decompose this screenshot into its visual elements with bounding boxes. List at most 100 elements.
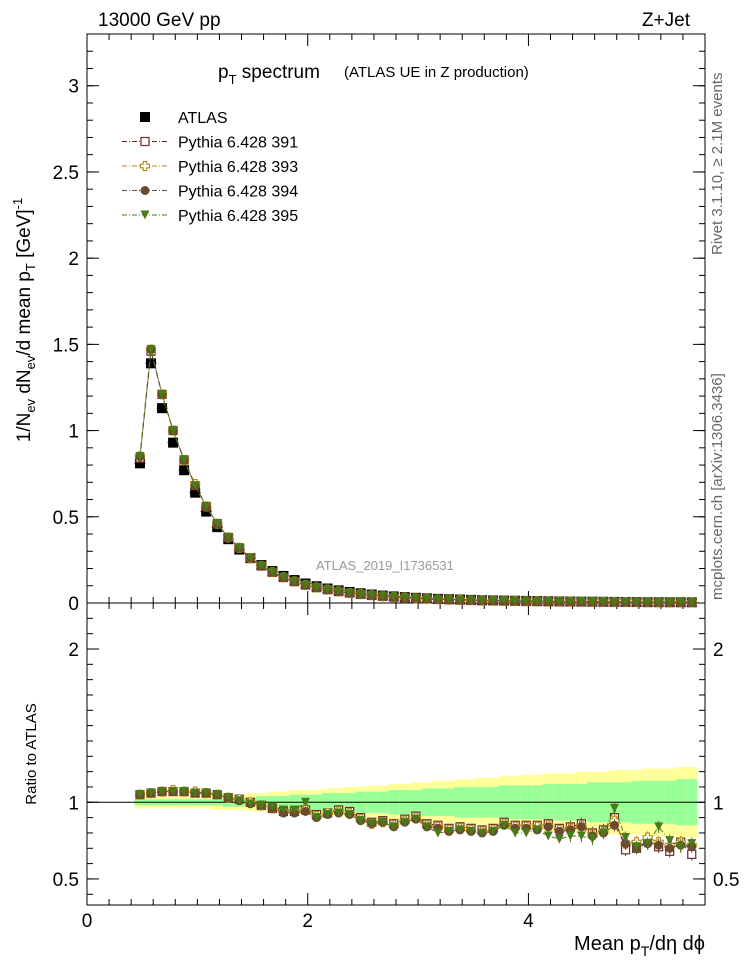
ratio-series-group [134,784,697,861]
data-point [532,596,542,606]
ratio-point [234,796,244,806]
data-point [190,481,200,491]
data-point [201,506,212,517]
ratio-point [422,822,432,832]
data-point [433,594,443,604]
title-paren: (ATLAS UE in Z production) [344,64,529,81]
main-axis-ticks: 0 0.5 1 1.5 2 2.5 3 [53,33,706,615]
ratio-point [245,799,255,809]
ratio-frame [86,602,706,906]
svg-text:Mean pT/dη dϕ: Mean pT/dη dϕ [574,933,705,959]
data-point [179,455,189,465]
analysis-watermark: ATLAS_2019_I1736531 [316,558,454,573]
ratio-point [289,805,299,815]
ratio-y-tick-label-right: 0.5 [713,870,739,891]
ratio-point [576,822,586,832]
data-point [334,587,344,597]
ratio-point [267,802,277,812]
ratio-point [665,836,675,846]
data-point [632,597,642,607]
ratio-point [543,831,553,841]
main-series-group [134,344,698,608]
ratio-point [411,814,421,824]
legend-marker [140,112,150,122]
data-point [146,358,157,369]
data-point [356,589,366,599]
legend-label: Pythia 6.428 393 [178,159,298,176]
title-rest: spectrum [237,62,320,83]
ratio-point [676,842,686,852]
legend-marker [140,186,150,195]
y-tick-label: 1.5 [53,335,79,356]
data-point [278,572,288,582]
data-point [289,577,299,587]
ratio-axis-ticks: 0 2 4 0.5 0.5 1 1 2 2 [53,603,739,932]
ratio-point [477,828,487,838]
y-tick-label: 1 [68,422,79,443]
ratio-point [610,820,620,830]
x-tick-label: 4 [523,911,534,932]
data-point [245,553,255,563]
ratio-y-tick-label: 1 [68,793,79,814]
ratio-point [323,810,333,820]
legend-marker [139,160,151,172]
data-point [587,597,597,607]
ratio-point [278,805,288,815]
x-tick-label: 0 [82,911,93,932]
ratio-point [455,825,465,835]
ylabel-main: 1/Nev dNev/d mean pT [GeV]-1 [10,198,38,443]
svg-text:1/Nev dNev/d mean pT [GeV]-1: 1/Nev dNev/d mean pT [GeV]-1 [10,198,38,443]
ratio-point [665,843,675,853]
data-point [168,437,179,448]
data-point [466,595,476,605]
ratio-point [356,816,366,826]
data-point [499,596,509,606]
data-point [378,591,388,601]
legend-label: ATLAS [178,110,228,127]
data-point [400,593,410,603]
ratio-point [157,787,167,797]
ratio-point [654,840,664,850]
data-point [610,597,620,607]
legend-item: Pythia 6.428 393 [122,159,298,176]
legend-item: Pythia 6.428 394 [122,184,298,201]
ratio-point [190,788,200,798]
data-point [223,532,233,542]
ratio-y-tick-label-right: 2 [713,640,724,661]
data-point [676,597,686,607]
data-point [135,451,145,461]
ratio-point [301,797,311,807]
data-point [488,596,498,606]
series-pythia-6-428-395 [135,345,697,607]
ratio-point [499,820,509,830]
ratio-series-pythia-6-428-395 [135,787,697,853]
ratio-point [223,793,233,803]
data-point [510,596,520,606]
ratio-point [587,834,597,844]
data-point [598,597,608,607]
ratio-point [212,790,222,800]
data-point [654,597,664,607]
ratio-point [510,828,520,838]
legend-item: Pythia 6.428 391 [122,135,298,152]
data-point [411,593,421,603]
data-point [157,403,168,414]
ratio-y-tick-label-right: 1 [713,793,724,814]
legend-marker [140,136,150,147]
ratio-y-tick-label: 2 [68,640,79,661]
data-point [201,501,211,511]
data-point [643,597,653,607]
ratio-point [135,790,145,800]
ratio-point [433,828,443,838]
data-point [345,588,355,598]
ratio-point [621,833,631,843]
header-left: 13000 GeV pp [98,10,221,31]
data-point [543,597,553,607]
ratio-point [378,817,388,827]
ratio-point [521,828,531,838]
mcplots-label: mcplots.cern.ch [arXiv:1306.3436] [709,373,726,600]
ratio-point [312,813,322,823]
ratio-point [256,800,266,810]
ratio-point [632,842,642,852]
ratio-point [488,826,498,836]
